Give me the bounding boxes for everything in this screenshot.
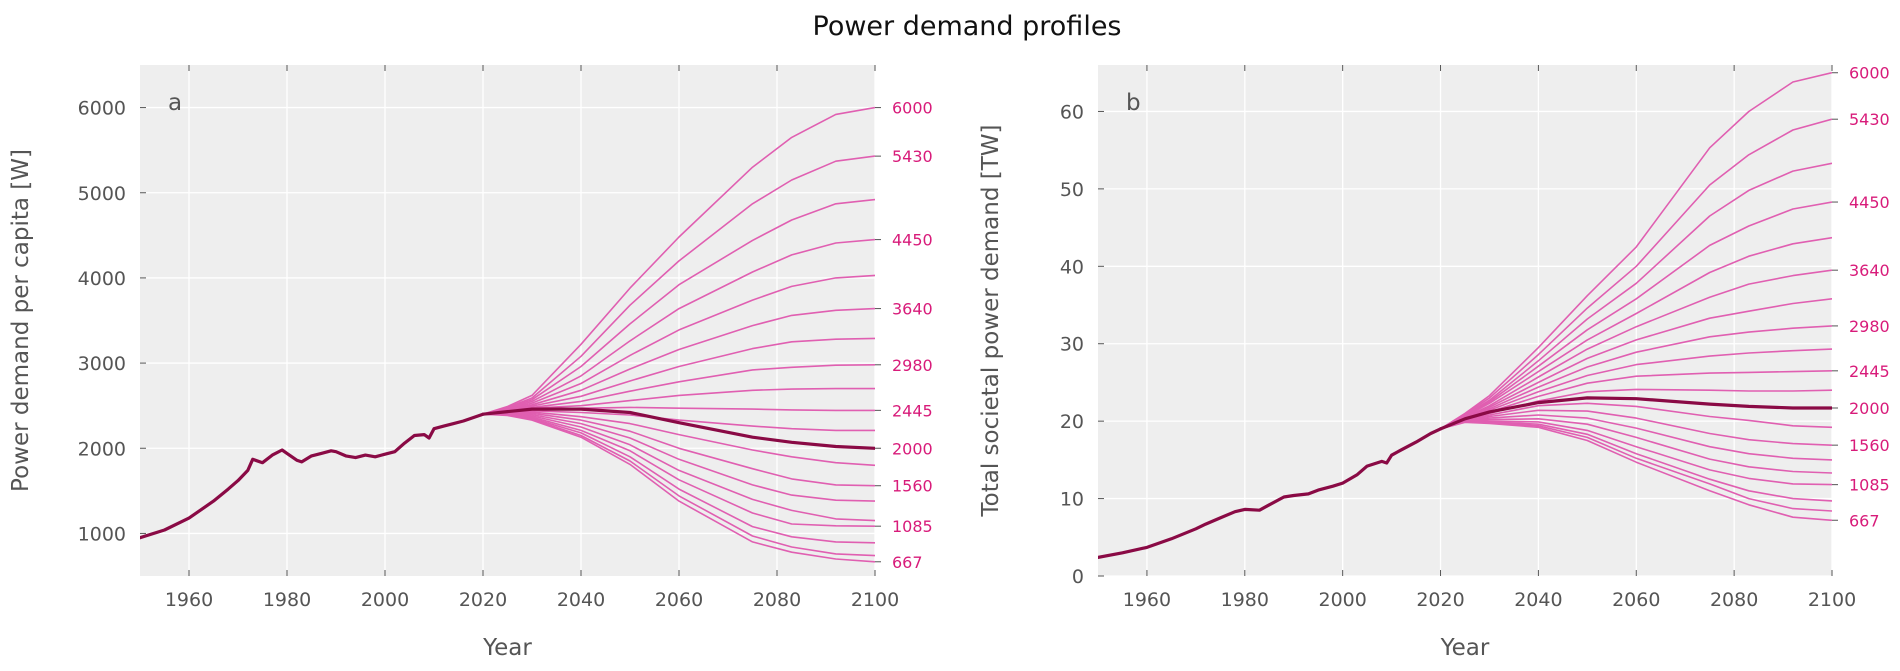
x-tick-label: 2040 — [1514, 589, 1562, 611]
y-tick-label: 6000 — [78, 98, 126, 120]
x-axis-label: Year — [1440, 635, 1490, 661]
scenario-line-3 — [482, 238, 875, 415]
y-tick-label: 1000 — [78, 523, 126, 545]
historical-line — [1098, 427, 1443, 559]
x-tick-label: 2080 — [1710, 589, 1758, 611]
right-tick-label: 2445 — [1849, 362, 1890, 381]
plot-area — [140, 65, 875, 576]
baseline-line — [481, 407, 875, 450]
x-tick-label: 2100 — [1808, 589, 1856, 611]
panel-letter: a — [168, 90, 182, 116]
right-tick-label: 5430 — [892, 147, 933, 166]
scenario-line-18 — [482, 413, 875, 563]
plot-area — [1098, 65, 1832, 576]
right-tick-label: 4450 — [1849, 193, 1890, 212]
y-tick-label: 0 — [1072, 566, 1084, 588]
scenario-line-13 — [1440, 414, 1832, 461]
scenario-line-5 — [1440, 269, 1832, 430]
y-tick-label: 3000 — [78, 353, 126, 375]
y-tick-label: 30 — [1060, 334, 1084, 356]
scenario-line-13 — [482, 412, 875, 502]
y-tick-label: 2000 — [78, 438, 126, 460]
scenario-line-7 — [1440, 325, 1832, 430]
scenario-line-6 — [482, 337, 875, 415]
x-tick-label: 1960 — [165, 589, 213, 611]
y-tick-label: 5000 — [78, 183, 126, 205]
right-tick-label: 2000 — [892, 439, 933, 458]
scenario-line-14 — [482, 413, 875, 522]
scenario-line-2 — [1440, 162, 1832, 430]
x-tick-label: 2060 — [655, 589, 703, 611]
scenario-line-6 — [1440, 298, 1832, 430]
y-tick-label: 60 — [1060, 101, 1084, 123]
right-tick-label: 1560 — [892, 477, 933, 496]
panel-a: 1960 1980 2000 2020 2040 2060 2080 2100 1000 2000… — [8, 65, 933, 661]
right-tick-label: 6000 — [1849, 64, 1890, 83]
scenario-line-3 — [1440, 201, 1832, 430]
figure-title: Power demand profiles — [813, 11, 1122, 42]
right-tick-label: 3640 — [892, 300, 933, 319]
y-axis-label: Power demand per capita [W] — [8, 149, 34, 492]
y-tick-label: 4000 — [78, 268, 126, 290]
scenario-line-5 — [482, 307, 875, 415]
right-tick-label: 1085 — [892, 517, 933, 536]
scenario-line-14 — [1440, 418, 1832, 474]
y-tick-label: 50 — [1060, 179, 1084, 201]
right-tick-label: 6000 — [892, 99, 933, 118]
right-tick-label: 5430 — [1849, 110, 1890, 129]
y-axis-label: Total societal power demand [TW] — [978, 125, 1004, 518]
x-tick-label: 2080 — [753, 589, 801, 611]
right-tick-label: 667 — [1849, 511, 1880, 530]
series-lines — [140, 106, 875, 563]
right-tick-label: 4450 — [892, 231, 933, 250]
x-tick-label: 2000 — [1318, 589, 1366, 611]
right-tick-label: 1085 — [1849, 476, 1890, 495]
scenario-line-12 — [1440, 409, 1832, 446]
scenario-line-12 — [482, 412, 875, 487]
x-tick-label: 1980 — [263, 589, 311, 611]
historical-line — [140, 412, 485, 540]
y-tick-label: 10 — [1060, 489, 1084, 511]
right-tick-label: 2980 — [892, 356, 933, 375]
right-tick-label: 2980 — [1849, 317, 1890, 336]
scenario-line-1 — [1440, 118, 1832, 430]
right-tick-label: 1560 — [1849, 436, 1890, 455]
scenario-line-4 — [1440, 236, 1832, 430]
scenario-line-0 — [482, 106, 875, 415]
x-axis-label: Year — [482, 635, 532, 661]
right-tick-label: 2445 — [892, 401, 933, 420]
scenario-line-1 — [482, 155, 875, 415]
series-lines — [1098, 71, 1832, 559]
scenario-line-0 — [1440, 71, 1832, 430]
x-tick-label: 2040 — [557, 589, 605, 611]
right-tick-label: 667 — [892, 553, 923, 572]
scenario-line-11 — [1440, 402, 1832, 430]
x-tick-label: 2020 — [459, 589, 507, 611]
right-tick-label: 3640 — [1849, 261, 1890, 280]
scenario-line-2 — [482, 198, 875, 415]
baseline-line — [1438, 396, 1832, 431]
panel-letter: b — [1126, 90, 1141, 116]
x-tick-label: 1960 — [1123, 589, 1171, 611]
x-tick-label: 2060 — [1612, 589, 1660, 611]
scenario-line-18 — [1440, 421, 1832, 522]
y-tick-label: 20 — [1060, 411, 1084, 433]
x-tick-label: 2020 — [1416, 589, 1464, 611]
x-tick-label: 1980 — [1221, 589, 1269, 611]
right-tick-label: 2000 — [1849, 399, 1890, 418]
panel-b: 1960 1980 2000 2020 2040 2060 2080 2100 0 10 20 30 4… — [978, 64, 1890, 661]
x-tick-label: 2100 — [851, 589, 899, 611]
scenario-line-4 — [482, 274, 875, 415]
y-tick-label: 40 — [1060, 256, 1084, 278]
x-tick-label: 2000 — [361, 589, 409, 611]
